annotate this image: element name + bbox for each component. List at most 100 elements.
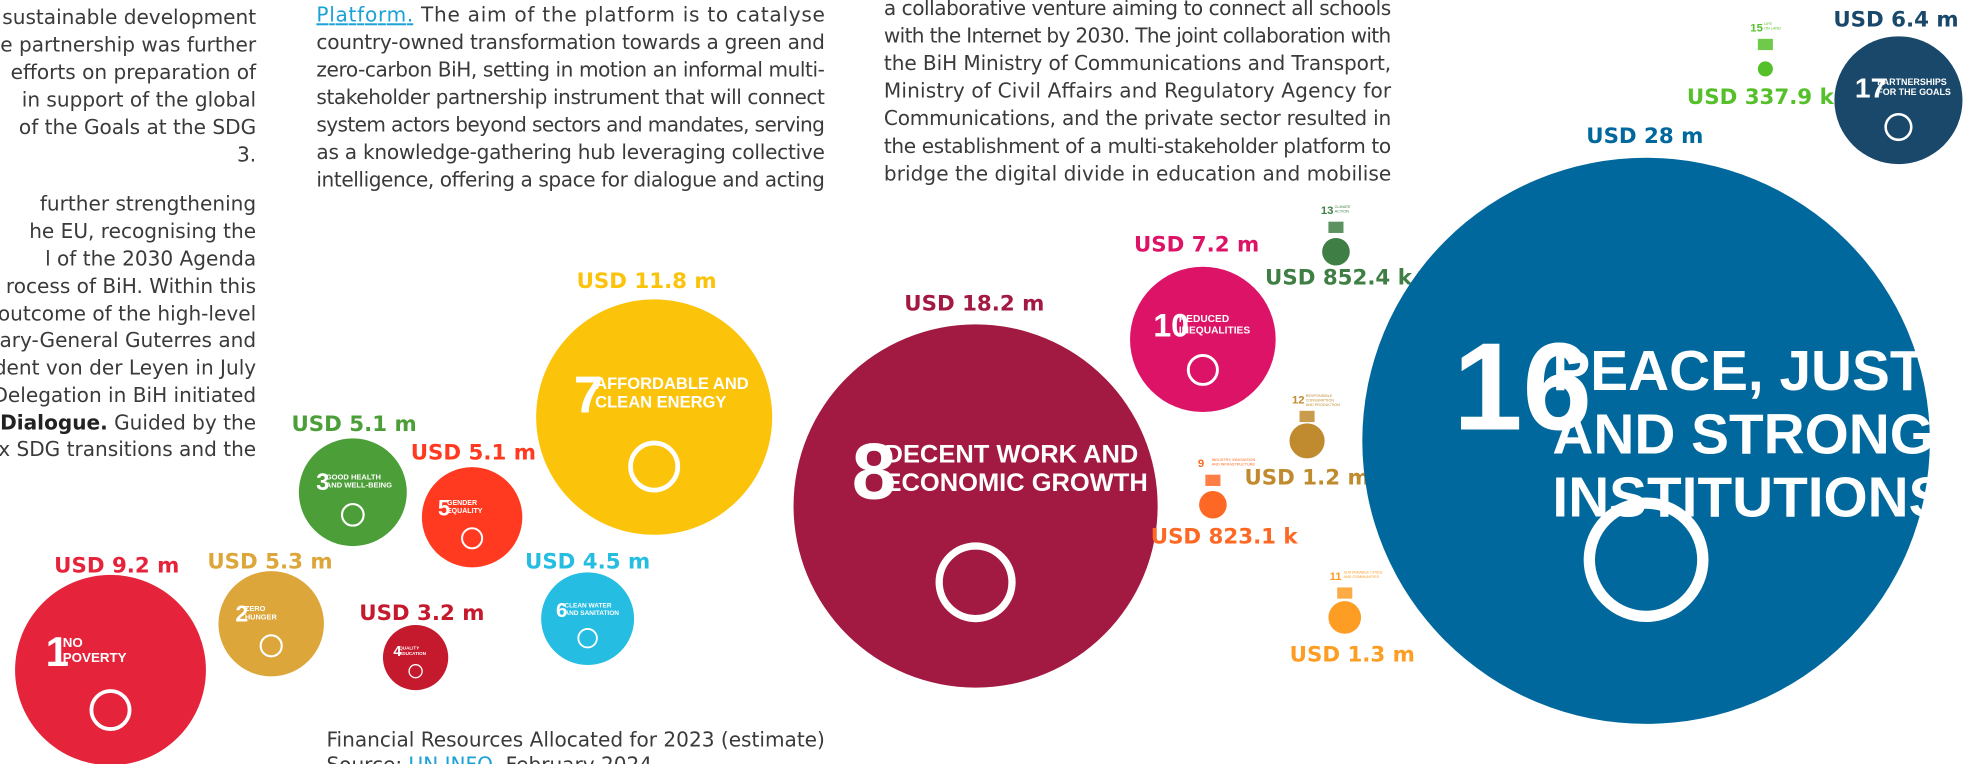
paragraph-line: 3. [237,143,256,167]
bold-text: c Dialogue. [0,411,108,435]
source-link[interactable]: UN INFO [409,753,493,764]
goal-bubble [421,467,523,568]
goal-number: 13 [1321,205,1334,217]
goal-amount: USD 5.1 m [291,412,416,437]
goal-amount: USD 5.3 m [207,550,332,575]
goal-amount: USD 9.2 m [54,553,179,578]
paragraph-line: system actors beyond sectors and mandate… [316,113,825,137]
goal-icon [89,689,132,731]
goal-number: 7 [574,365,603,423]
goal-number: 4 [393,644,401,660]
goal-number: 12 [1292,394,1305,406]
goal-name: QUALITY [399,646,419,651]
goal-name: AND INFRASTRUCTURE [1212,462,1256,466]
goal-bubble [1289,423,1325,459]
goal-name: INEQUALITIES [1179,325,1251,336]
goal-name: INSTITUTIONS [1552,467,1946,530]
goal-bubble [1834,36,1963,165]
paragraph-line: ix SDG transitions and the [0,437,256,461]
goal-number: 5 [438,495,450,520]
goal-amount: USD 28 m [1586,124,1703,149]
goal-number: 9 [1198,458,1204,470]
paragraph-line: tary-General Guterres and [0,328,256,352]
goal-name: AFFORDABLE AND [595,375,749,393]
goal-bubble [1130,266,1276,413]
goal-amount: USD 337.9 k [1687,85,1835,110]
goal-name: RESPONSIBLE [1306,394,1333,398]
paragraph-line: efforts on preparation of [11,60,257,84]
goal-name: POVERTY [63,650,127,665]
goal-icon [577,627,598,649]
goal-name: AND WELL-BEING [326,481,392,490]
goal-bubble [298,438,407,547]
goal-name: LIFE [1764,22,1772,26]
goal-bubble [1328,601,1362,634]
goal-name: CLIMATE [1335,205,1351,209]
goal-name: AND SANITATION [564,610,619,617]
goal-name: SUSTAINABLE CITIES [1343,571,1382,575]
goal-number: 8 [852,427,897,516]
goal-name: HUNGER [245,612,278,621]
paragraph-line: Ministry of Civil Affairs and Regulatory… [884,79,1392,103]
goal-icon [1186,353,1219,386]
goal-name: AND STRONG [1552,403,1933,466]
goal-amount: USD 18.2 m [904,292,1044,317]
goal-number: 1 [46,628,69,675]
goal-name: ON LAND [1764,26,1781,30]
text: The aim of the platform is to catalyse [414,2,825,26]
goal-icon [628,440,681,493]
goal-name: DECENT WORK AND [885,440,1139,468]
goal-amount: USD 823.1 k [1151,525,1299,550]
goal-bubble [536,299,773,535]
paragraph-line: further strengthening [40,191,256,215]
goal-name: CLEAN ENERGY [595,393,726,411]
goal-name: GENDER [447,500,477,507]
paragraph-line: of the Goals at the SDG [19,115,256,139]
goal-icon [1757,38,1773,51]
text: Guided by the [108,411,256,435]
goal-amount: USD 5.1 m [411,441,536,466]
paragraph-line: in support of the global [22,87,256,111]
text-link[interactable]: Platform. [316,2,413,26]
goal-amount: USD 1.2 m [1244,466,1369,491]
paragraph-line: Delegation in BiH initiated [0,383,256,407]
goal-bubble [1199,490,1227,519]
paragraph-line: the BiH Ministry of Communications and T… [884,51,1391,75]
paragraph-line: country-owned transformation towards a g… [316,30,825,54]
goal-icon [1337,587,1353,599]
goal-name: PEACE, JUSTICE [1552,340,1965,403]
goal-name: ACTION [1335,209,1349,213]
goal-name: AND COMMUNITIES [1343,575,1379,579]
chart-caption: Financial Resources Allocated for 2023 (… [326,727,824,751]
goal-amount: USD 4.5 m [525,550,650,575]
goal-icon [1205,474,1221,486]
goal-number: 10 [1153,308,1189,344]
goal-number: 16 [1453,318,1592,457]
goal-icon [1299,410,1315,423]
goal-name: AND PRODUCTION [1306,403,1341,407]
goal-name: PARTNERSHIPS [1877,77,1946,87]
paragraph-line: stakeholder partnership instrument that … [316,85,825,109]
paragraph-line: Communications, and the private sector r… [884,106,1391,130]
paragraph-line: sident von der Leyen in July [0,356,256,380]
source-text: , February 2024 [493,753,652,764]
paragraph-line: he EU, recognising the [29,219,256,243]
goal-bubble [15,574,206,764]
goal-amount: USD 852.4 k [1265,265,1413,290]
goal-bubble [1362,157,1930,724]
paragraph-line: zero-carbon BiH, setting in motion an in… [316,57,825,81]
goal-name: FOR THE GOALS [1877,87,1951,97]
